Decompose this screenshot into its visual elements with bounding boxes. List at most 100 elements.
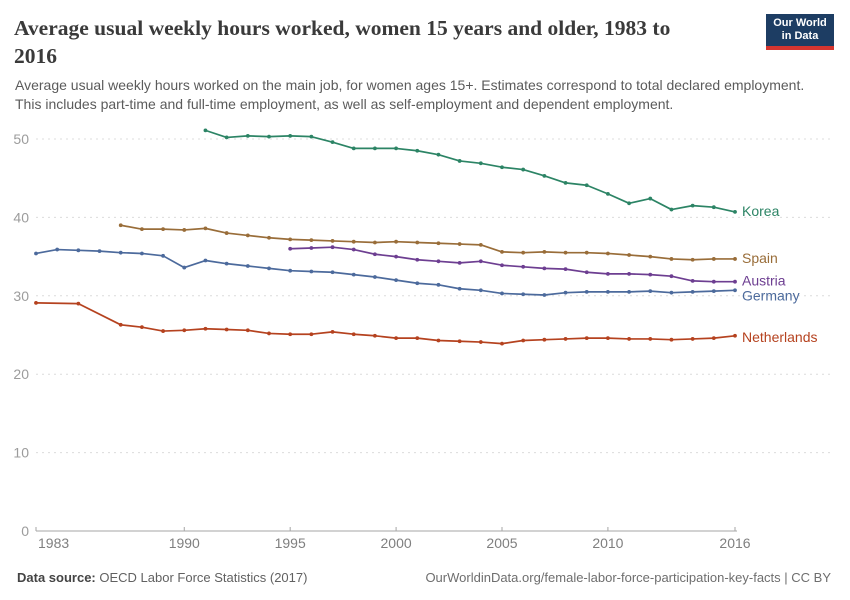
series-marker [182, 265, 187, 270]
series-marker [415, 336, 420, 341]
y-tick-label: 40 [13, 209, 29, 225]
y-tick-label: 30 [13, 288, 29, 304]
series-marker [288, 237, 293, 242]
series-marker [330, 239, 335, 243]
series-marker [140, 251, 144, 256]
series-marker [182, 328, 187, 333]
series-marker [351, 332, 356, 337]
series-marker [288, 246, 293, 251]
series-marker [711, 205, 716, 210]
series-marker [606, 289, 610, 294]
series-marker [267, 134, 271, 139]
series-marker [288, 332, 293, 337]
y-tick-label: 10 [13, 445, 29, 461]
series-marker [711, 257, 716, 261]
data-source-value: OECD Labor Force Statistics (2017) [95, 570, 308, 585]
series-marker [394, 278, 398, 283]
series-marker [330, 140, 335, 145]
series-marker [203, 326, 208, 331]
series-marker [690, 257, 695, 262]
chart-footer: Data source: OECD Labor Force Statistics… [17, 570, 831, 585]
series-marker [351, 239, 356, 244]
series-label-germany: Germany [742, 287, 800, 303]
series-label-austria: Austria [742, 273, 786, 289]
series-marker [521, 338, 526, 343]
series-marker [415, 257, 420, 262]
series-marker [309, 246, 314, 250]
series-marker [267, 266, 271, 271]
series-marker [394, 336, 398, 341]
series-marker [627, 289, 631, 294]
series-marker [457, 242, 462, 246]
series-marker [330, 245, 335, 250]
series-marker [309, 238, 314, 243]
series-marker [563, 250, 568, 255]
series-marker [140, 227, 144, 232]
series-label-netherlands: Netherlands [742, 329, 818, 345]
series-marker [733, 257, 737, 261]
series-marker [669, 207, 674, 212]
series-marker [394, 239, 398, 244]
footer-link[interactable]: OurWorldinData.org/female-labor-force-pa… [425, 570, 831, 585]
series-marker [690, 337, 695, 341]
series-marker [394, 254, 398, 259]
series-marker [500, 291, 504, 296]
series-marker [118, 250, 123, 255]
series-marker [500, 341, 504, 346]
series-marker [542, 249, 547, 254]
series-marker [415, 281, 420, 286]
series-line-spain [119, 224, 736, 261]
series-marker [415, 148, 420, 153]
x-tick-label: 1990 [169, 535, 200, 551]
y-tick-label: 20 [13, 366, 29, 382]
series-marker [415, 240, 420, 245]
series-marker [521, 250, 526, 255]
series-marker [584, 250, 589, 255]
x-tick-label: 2005 [486, 535, 517, 551]
series-marker [457, 260, 462, 265]
series-marker [478, 288, 483, 293]
series-marker [478, 340, 483, 344]
series-marker [224, 135, 229, 140]
y-tick-label: 0 [21, 523, 29, 539]
series-marker [224, 327, 229, 332]
series-marker [309, 134, 314, 139]
owid-logo[interactable]: Our World in Data [766, 14, 834, 50]
series-marker [584, 183, 589, 188]
series-marker [161, 253, 165, 258]
series-marker [436, 152, 441, 157]
series-marker [34, 300, 38, 305]
series-marker [500, 165, 504, 170]
series-marker [563, 290, 568, 295]
y-tick-label: 50 [13, 131, 29, 147]
series-marker [161, 329, 165, 333]
series-marker [500, 249, 504, 254]
x-tick-label: 2016 [719, 535, 750, 551]
series-marker [648, 254, 653, 259]
series-marker [182, 228, 187, 232]
series-marker [351, 247, 356, 252]
series-marker [267, 331, 271, 336]
x-tick-label: 1995 [275, 535, 306, 551]
series-marker [373, 252, 377, 257]
series-marker [436, 241, 441, 246]
series-line-netherlands [35, 302, 736, 345]
series-marker [245, 233, 250, 238]
series-marker [203, 258, 208, 263]
series-marker [351, 146, 356, 151]
series-marker [373, 146, 377, 151]
series-marker [733, 288, 737, 293]
series-marker [436, 259, 441, 264]
series-marker [457, 286, 462, 291]
series-marker [330, 329, 335, 334]
series-marker [267, 235, 271, 240]
series-marker [648, 337, 653, 341]
series-marker [97, 249, 102, 254]
series-marker [542, 173, 547, 178]
series-marker [394, 146, 398, 151]
chart-subtitle: Average usual weekly hours worked on the… [15, 77, 805, 112]
series-marker [563, 181, 568, 185]
x-tick-label: 2010 [592, 535, 623, 551]
series-marker [140, 325, 144, 330]
series-marker [457, 339, 462, 344]
